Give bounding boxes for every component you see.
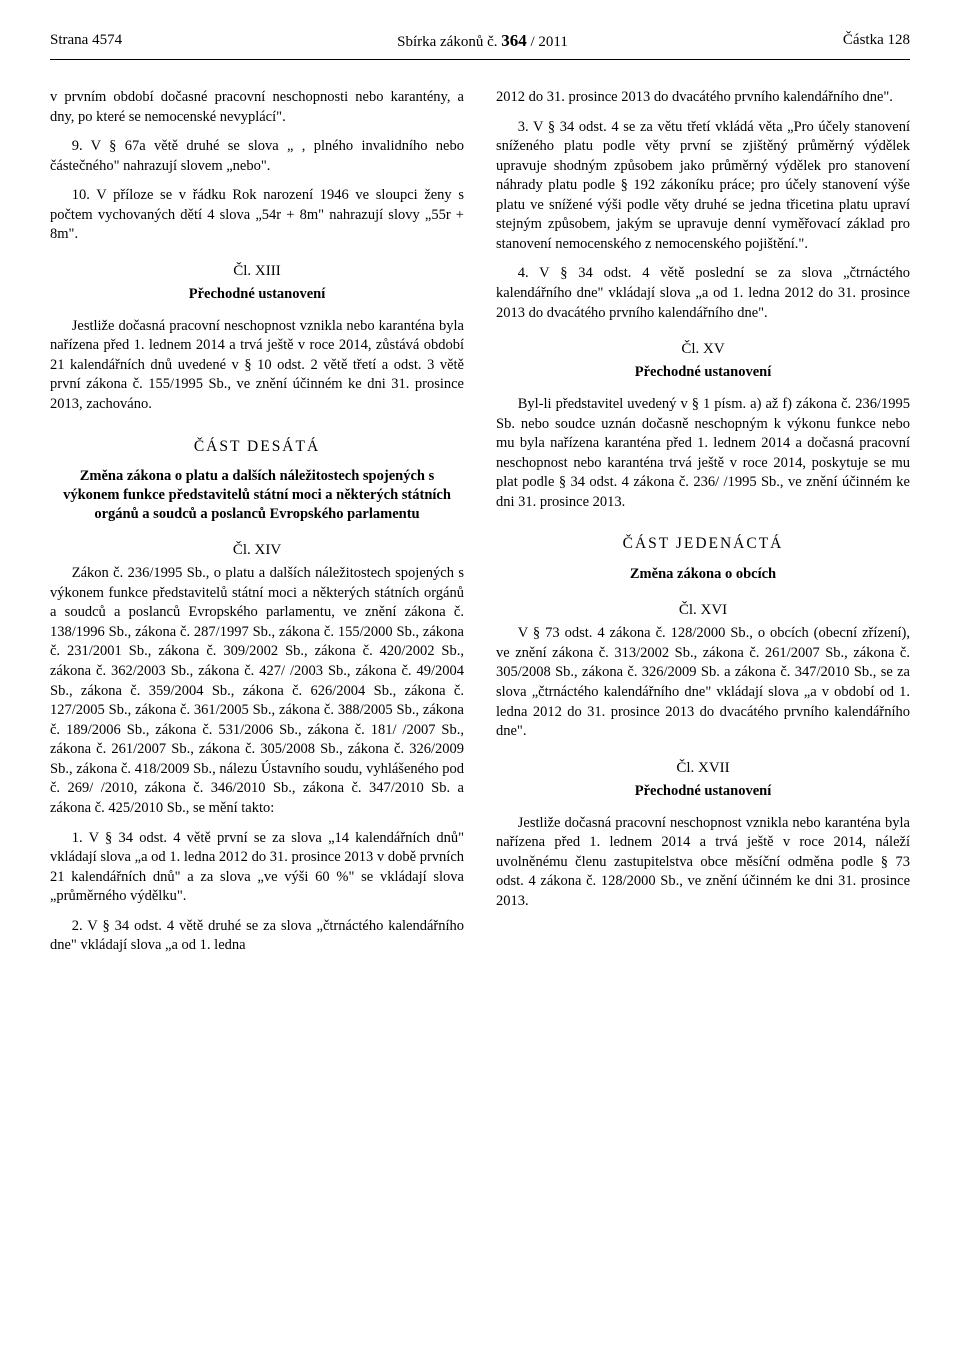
para: 2012 do 31. prosince 2013 do dvacátého p… — [496, 88, 910, 108]
body-columns: v prvním období dočasné pracovní neschop… — [50, 88, 910, 956]
part-heading: ČÁST DESÁTÁ — [50, 437, 464, 458]
article-subtitle: Přechodné ustanovení — [496, 782, 910, 802]
article-heading: Čl. XV — [496, 339, 910, 359]
page-header: Strana 4574 Sbírka zákonů č. 364 / 2011 … — [50, 30, 910, 60]
para: Jestliže dočasná pracovní neschopnost vz… — [50, 317, 464, 415]
article-heading: Čl. XVII — [496, 758, 910, 778]
part-subtitle: Změna zákona o obcích — [496, 565, 910, 584]
para: Zákon č. 236/1995 Sb., o platu a dalších… — [50, 564, 464, 818]
header-left: Strana 4574 — [50, 30, 122, 53]
para: 4. V § 34 odst. 4 větě poslední se za sl… — [496, 264, 910, 323]
para: 9. V § 67a větě druhé se slova „ , plnéh… — [50, 137, 464, 176]
part-heading: ČÁST JEDENÁCTÁ — [496, 534, 910, 555]
article-heading: Čl. XIV — [50, 540, 464, 560]
para: V § 73 odst. 4 zákona č. 128/2000 Sb., o… — [496, 624, 910, 741]
header-center-prefix: Sbírka zákonů č. — [397, 34, 501, 50]
article-heading: Čl. XVI — [496, 600, 910, 620]
header-right: Částka 128 — [843, 30, 910, 53]
para: Byl-li představitel uvedený v § 1 písm. … — [496, 395, 910, 512]
para: 10. V příloze se v řádku Rok narození 19… — [50, 186, 464, 245]
header-center: Sbírka zákonů č. 364 / 2011 — [397, 30, 568, 53]
para: v prvním období dočasné pracovní neschop… — [50, 88, 464, 127]
header-center-bold: 364 — [501, 31, 527, 50]
article-heading: Čl. XIII — [50, 261, 464, 281]
para: 1. V § 34 odst. 4 větě první se za slova… — [50, 829, 464, 907]
header-center-suffix: / 2011 — [527, 34, 568, 50]
article-subtitle: Přechodné ustanovení — [50, 285, 464, 305]
para: 2. V § 34 odst. 4 větě druhé se za slova… — [50, 917, 464, 956]
article-subtitle: Přechodné ustanovení — [496, 363, 910, 383]
part-subtitle: Změna zákona o platu a dalších náležitos… — [50, 467, 464, 524]
para: 3. V § 34 odst. 4 se za větu třetí vklád… — [496, 118, 910, 255]
para: Jestliže dočasná pracovní neschopnost vz… — [496, 814, 910, 912]
